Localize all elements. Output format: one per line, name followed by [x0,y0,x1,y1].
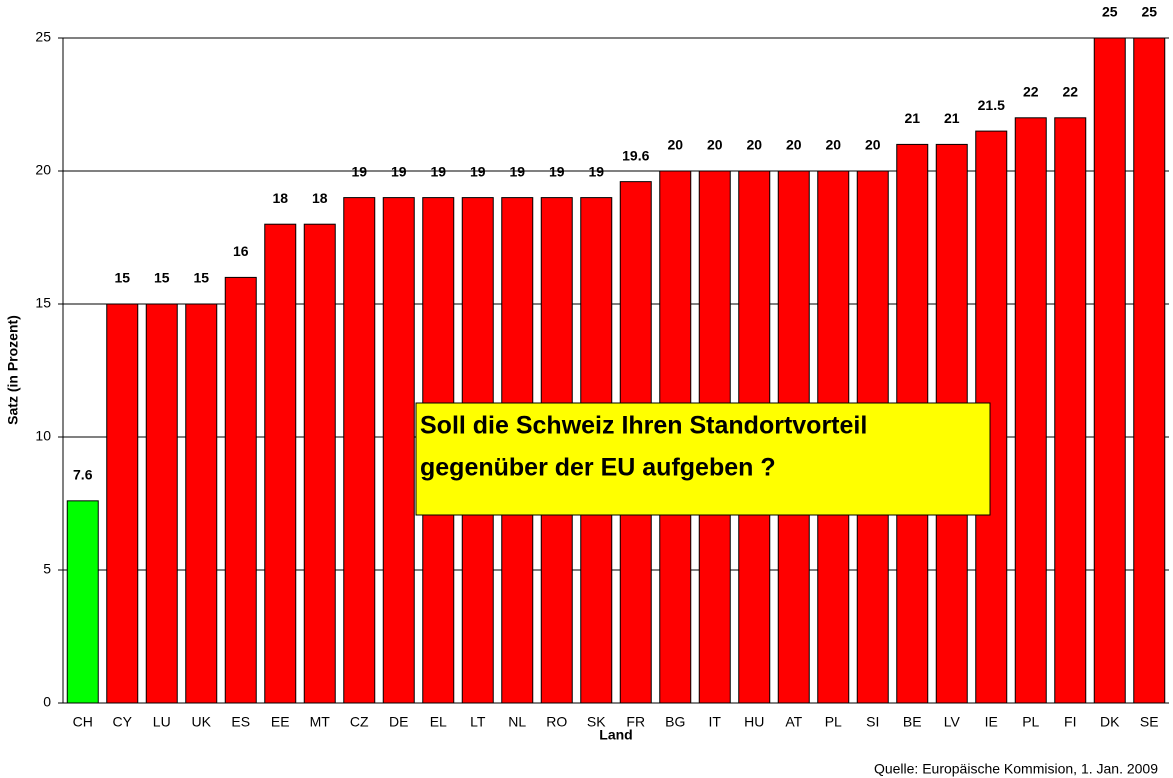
y-tick-label: 15 [35,295,51,311]
x-tick-label: SI [866,714,879,730]
value-label: 19 [470,163,486,179]
bar [106,303,139,704]
x-tick-label: EL [430,714,447,730]
x-tick-label: FR [626,714,645,730]
x-tick-label: UK [192,714,212,730]
y-tick-label: 25 [35,29,51,45]
value-label: 16 [233,243,249,259]
annotation-box [415,402,991,516]
value-label: 21 [944,110,960,126]
y-tick-label: 5 [43,561,51,577]
bar [343,197,376,704]
y-tick-label: 0 [43,694,51,710]
x-tick-label: LT [470,714,486,730]
x-axis-label: Land [599,727,632,743]
value-label: 20 [825,137,841,153]
value-label: 20 [786,137,802,153]
x-tick-label: MT [310,714,331,730]
value-label: 19 [588,163,604,179]
x-tick-label: HU [744,714,764,730]
value-label: 15 [193,270,209,286]
annotation: gegenüber der EU aufgeben ? [420,454,776,482]
x-tick-label: BG [665,714,685,730]
bar [1014,117,1047,704]
value-label: 25 [1102,4,1118,20]
y-axis-label: Satz (in Prozent) [5,315,21,425]
value-label: 15 [114,270,130,286]
x-tick-label: AT [785,714,802,730]
annotation: Soll die Schweiz Ihren Standortvorteil [420,412,867,440]
value-label: 18 [272,190,288,206]
value-label: 15 [154,270,170,286]
value-label: 22 [1062,84,1078,100]
value-label: 19.6 [622,147,649,163]
y-tick-label: 20 [35,162,51,178]
x-tick-label: PL [1022,714,1039,730]
x-tick-label: NL [508,714,526,730]
x-tick-label: IT [709,714,722,730]
bar [66,500,99,704]
x-tick-label: RO [546,714,567,730]
value-label: 7.6 [73,467,93,483]
value-label: 21.5 [978,97,1005,113]
x-tick-label: SE [1140,714,1159,730]
value-label: 25 [1141,4,1157,20]
x-tick-label: CY [113,714,133,730]
source: Quelle: Europäische Kommision, 1. Jan. 2… [874,761,1158,777]
bar [185,303,218,704]
value-label: 19 [509,163,525,179]
bar [145,303,178,704]
value-label: 19 [351,163,367,179]
bar [1093,37,1126,704]
value-label: 21 [904,110,920,126]
value-label: 18 [312,190,328,206]
value-label: 19 [430,163,446,179]
x-tick-label: LU [153,714,171,730]
x-tick-label: BE [903,714,922,730]
x-tick-label: FI [1064,714,1076,730]
value-label: 20 [707,137,723,153]
x-tick-label: DK [1100,714,1120,730]
value-label: 20 [667,137,683,153]
bar [1054,117,1087,704]
x-tick-label: LV [944,714,961,730]
value-label: 19 [391,163,407,179]
x-tick-label: SK [587,714,606,730]
value-label: 22 [1023,84,1039,100]
bar [303,223,336,704]
x-tick-label: CZ [350,714,369,730]
bar [264,223,297,704]
x-tick-label: EE [271,714,290,730]
x-tick-label: ES [231,714,250,730]
value-label: 20 [746,137,762,153]
x-tick-label: PL [825,714,842,730]
value-label: 19 [549,163,565,179]
bar [382,197,415,704]
value-label: 20 [865,137,881,153]
x-tick-label: IE [985,714,998,730]
bar [1133,37,1166,704]
y-tick-label: 10 [35,428,51,444]
x-tick-label: CH [73,714,93,730]
bar [224,276,257,704]
x-tick-label: DE [389,714,408,730]
